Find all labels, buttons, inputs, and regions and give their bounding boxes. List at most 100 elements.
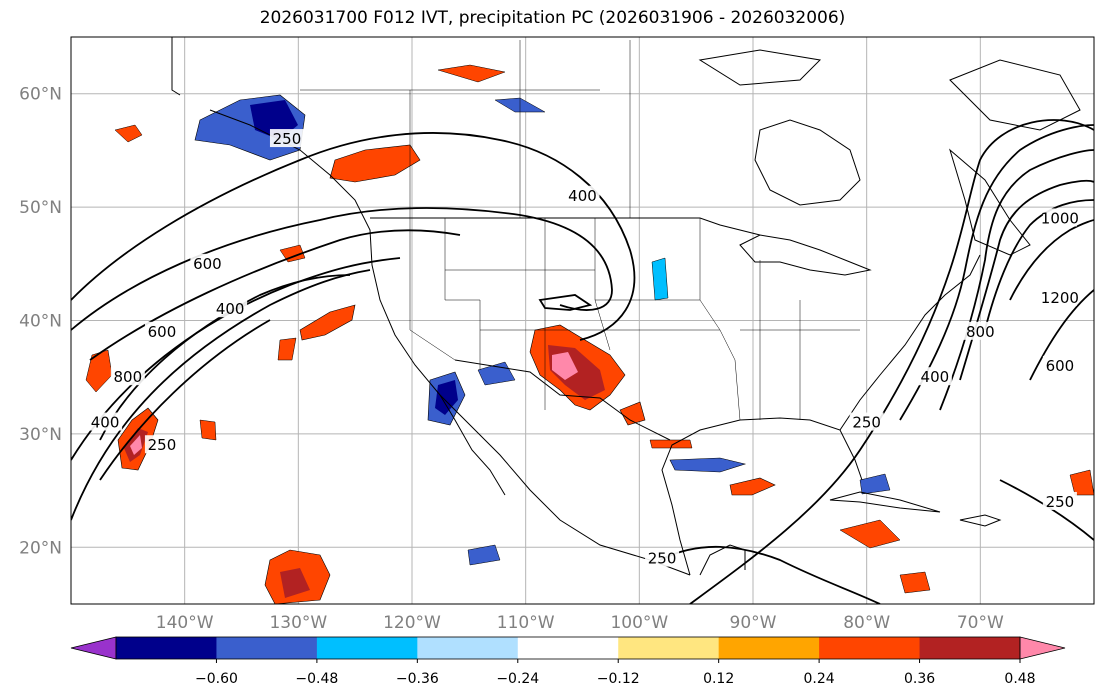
ivt-1000-east xyxy=(984,199,1094,331)
contour-label: 1200 xyxy=(1041,289,1079,307)
ivt-600-inner xyxy=(1029,289,1094,381)
positive-anomaly-gulf xyxy=(729,477,776,496)
ivt-1200-east xyxy=(1009,219,1094,301)
ivt-250-se xyxy=(999,479,1094,541)
precipitation-shading xyxy=(85,64,1094,604)
colorbar-segment xyxy=(517,637,619,659)
contour-label: 800 xyxy=(966,323,995,341)
alaska-border xyxy=(171,37,181,96)
yucatan-coastline xyxy=(699,544,746,576)
contour-label: 800 xyxy=(114,368,143,386)
colorbar-segment xyxy=(718,637,820,659)
contour-label-bg xyxy=(190,253,225,272)
latitude-labels: 60°N 50°N 40°N 30°N 20°N xyxy=(19,85,62,559)
positive-cell-6 xyxy=(199,419,217,441)
ivt-250-a xyxy=(99,319,271,481)
colorbar-segment xyxy=(417,637,519,659)
ivt-250-north xyxy=(71,132,636,341)
map-panel: 250 400 600 400 600 800 400 250 250 400 800 600 1200… xyxy=(71,37,1094,604)
pacific-coastline xyxy=(209,109,691,576)
contour-label: 1000 xyxy=(1041,209,1079,227)
contour-label: 600 xyxy=(1046,357,1075,375)
contour-label: 400 xyxy=(921,368,950,386)
longitude-label: 140°W xyxy=(156,613,214,633)
colorbar-under-extension xyxy=(70,636,117,660)
colorbar-tick-label: −0.60 xyxy=(195,671,238,687)
positive-cell-3 xyxy=(279,244,306,263)
contour-label-bg xyxy=(213,299,248,318)
ivt-600-east xyxy=(939,149,1094,411)
longitude-label: 80°W xyxy=(843,613,890,633)
longitude-labels: 140°W 130°W 120°W 110°W 100°W 90°W 80°W 70°W xyxy=(156,613,1004,633)
contour-label-bg xyxy=(849,412,884,431)
great-lakes xyxy=(739,234,872,276)
colorbar-outline xyxy=(115,636,1021,660)
contour-label-bg xyxy=(565,185,600,204)
map-title: 2026031700 F012 IVT, precipitation PC (2… xyxy=(259,8,846,28)
negative-cell-3 xyxy=(467,544,501,566)
contour-label-bg xyxy=(88,412,123,431)
latitude-label: 50°N xyxy=(19,198,62,218)
us-mexico-border xyxy=(454,359,671,441)
ivt-250-local xyxy=(538,294,593,311)
hudson-bay xyxy=(754,119,861,206)
colorbar-segment xyxy=(316,637,418,659)
contour-label: 250 xyxy=(852,414,881,432)
map-frame xyxy=(70,36,1095,605)
contour-label-bg xyxy=(110,367,145,386)
contour-label: 250 xyxy=(648,550,677,568)
contour-label: 600 xyxy=(148,323,177,341)
positive-anomaly-pacific-40n xyxy=(299,304,356,341)
negative-cell-5 xyxy=(859,473,891,495)
baja-coastline xyxy=(439,394,506,496)
longitude-label: 120°W xyxy=(383,613,441,633)
longitude-label: 70°W xyxy=(957,613,1004,633)
east-coastline xyxy=(839,254,981,431)
extreme-anomaly-southwest xyxy=(552,352,578,380)
strong-negative-baja xyxy=(435,380,458,415)
colorbar-segment xyxy=(819,637,921,659)
contour-label-bg xyxy=(144,435,179,454)
colorbar-tick-label: −0.36 xyxy=(396,671,439,687)
positive-cell-1 xyxy=(114,124,143,143)
arctic-island-2 xyxy=(949,59,1081,131)
latitude-label: 20°N xyxy=(19,538,62,558)
contour-label: 400 xyxy=(91,414,120,432)
latitude-label: 40°N xyxy=(19,312,62,332)
positive-anomaly-mexico xyxy=(619,401,646,426)
latitude-label: 60°N xyxy=(19,85,62,105)
ivt-400-a xyxy=(71,257,401,461)
positive-cell-10 xyxy=(649,439,693,449)
colorbar-tick-label: 0.48 xyxy=(1004,671,1035,687)
gulf-coastline xyxy=(661,417,863,576)
contour-labels: 250 400 600 400 600 800 400 250 250 400 800 600 1200… xyxy=(88,129,1079,568)
contour-label-bg xyxy=(1042,287,1077,306)
ivt-400-east xyxy=(899,124,1094,421)
contour-label-bg xyxy=(144,321,179,340)
ivt-250-gulf xyxy=(659,545,881,604)
strong-anomaly-pacific-20n xyxy=(280,568,310,598)
contour-label: 250 xyxy=(1046,493,1075,511)
contour-label-bg xyxy=(645,548,680,567)
negative-anomaly-gulf xyxy=(669,457,747,473)
colorbar-tick-label: 0.12 xyxy=(703,671,734,687)
contour-label: 250 xyxy=(148,436,177,454)
positive-cell-8 xyxy=(899,571,931,594)
positive-cell-9 xyxy=(839,519,901,549)
ivt-600-a xyxy=(71,269,371,521)
positive-cell-7 xyxy=(1069,469,1094,496)
contour-label-bg xyxy=(1042,208,1077,227)
longitude-label: 90°W xyxy=(730,613,777,633)
cuba xyxy=(829,491,941,513)
extreme-anomaly-pacific-ar xyxy=(130,435,142,455)
contour-label-bg xyxy=(1042,491,1077,510)
positive-cell-2 xyxy=(437,64,506,83)
colorbar-segment xyxy=(919,637,1021,659)
positive-cell-5 xyxy=(85,349,113,393)
colorbar-tick-label: 0.36 xyxy=(904,671,935,687)
colorbar-tick-label: −0.12 xyxy=(597,671,640,687)
colorbar-over-extension xyxy=(1019,636,1066,660)
longitude-label: 110°W xyxy=(497,613,555,633)
ivt-250-east xyxy=(689,119,1094,604)
